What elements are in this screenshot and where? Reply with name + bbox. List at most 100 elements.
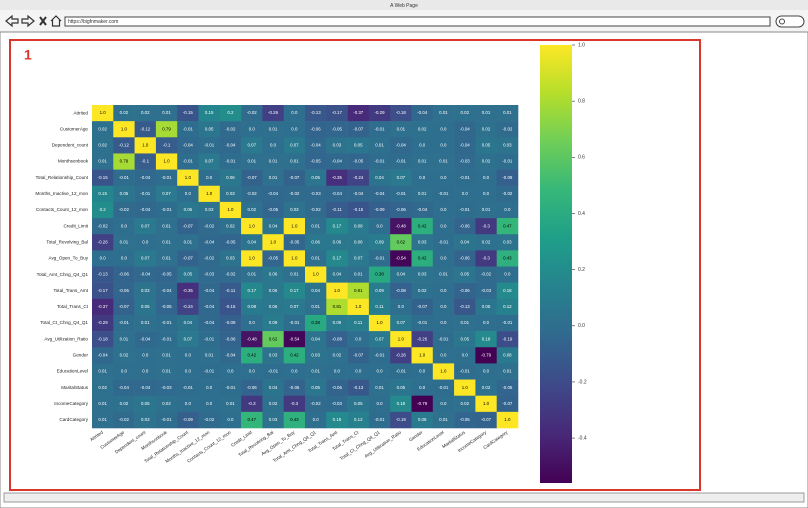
heatmap-cell — [326, 266, 348, 283]
heatmap-cell — [432, 201, 455, 219]
cell-label: -0.05 — [162, 304, 173, 309]
heatmap-cell — [262, 411, 284, 429]
cell-label: 0.06 — [269, 288, 278, 293]
forward-button[interactable] — [21, 14, 35, 28]
y-tick-label: Total_Ct_Chng_Q4_Q1 — [40, 320, 88, 325]
cell-label: 0.02 — [120, 401, 129, 406]
cell-label: -0.04 — [460, 143, 471, 148]
cell-label: -0.01 — [140, 191, 151, 196]
cell-label: -0.02 — [204, 256, 215, 261]
cell-label: -0.19 — [396, 417, 407, 422]
y-tick-label: EducationLevel — [57, 369, 88, 374]
heatmap-cell — [177, 379, 199, 396]
heatmap-cell — [305, 137, 327, 154]
cell-label: -0.15 — [225, 304, 236, 309]
cell-label: 0.12 — [503, 304, 512, 309]
heatmap-cell — [134, 363, 157, 380]
cell-label: 0.03 — [311, 352, 320, 357]
heatmap-cell — [155, 201, 178, 219]
cell-label: -0.04 — [204, 288, 215, 293]
cell-label: -0.1 — [141, 159, 149, 164]
cell-label: -0.01 — [502, 320, 513, 325]
cell-label: 0.0 — [185, 191, 192, 196]
cell-label: -0.01 — [438, 191, 449, 196]
back-button[interactable] — [5, 14, 19, 28]
cell-label: 1.0 — [483, 401, 490, 406]
search-box[interactable] — [775, 15, 805, 28]
cell-label: -0.07 — [183, 223, 194, 228]
heatmap-cell — [368, 331, 391, 348]
heatmap-cell — [155, 314, 178, 332]
heatmap-cell — [241, 250, 263, 267]
heatmap-cell — [113, 411, 135, 429]
horizontal-scrollbar[interactable] — [3, 492, 805, 503]
cell-label: 0.0 — [483, 175, 490, 180]
cell-label: 0.02 — [269, 401, 278, 406]
heatmap-cell — [326, 363, 348, 380]
cell-label: 0.0 — [504, 272, 511, 277]
heatmap-cell — [241, 363, 263, 380]
cell-label: -0.04 — [140, 385, 151, 390]
cell-label: 0.01 — [503, 110, 512, 115]
heatmap-cell — [368, 169, 391, 187]
cell-label: 0.02 — [98, 143, 107, 148]
cell-label: 0.0 — [121, 223, 128, 228]
cell-label: 0.02 — [482, 159, 491, 164]
heatmap-cell — [475, 331, 497, 348]
cell-label: -0.06 — [119, 272, 130, 277]
cell-label: 0.0 — [376, 401, 383, 406]
cell-label: 0.01 — [162, 110, 171, 115]
cell-label: 0.0 — [440, 126, 447, 131]
stop-button[interactable] — [39, 16, 47, 26]
cell-label: -0.04 — [311, 143, 322, 148]
cell-label: -0.13 — [311, 110, 322, 115]
heatmap-cell — [326, 347, 348, 364]
heatmap-cell — [283, 363, 306, 380]
cell-label: 0.05 — [460, 272, 469, 277]
y-tick-label: CustomerAge — [60, 126, 89, 131]
heatmap-cell — [390, 201, 412, 219]
cell-label: 0.0 — [121, 256, 128, 261]
cell-label: -0.35 — [332, 175, 343, 180]
cell-label: 0.01 — [162, 369, 171, 374]
cell-label: 0.18 — [503, 288, 512, 293]
heatmap-cell — [113, 137, 135, 154]
cell-label: 0.0 — [483, 369, 490, 374]
cell-label: -0.48 — [247, 336, 258, 341]
cell-label: 0.05 — [460, 336, 469, 341]
cell-label: -0.04 — [183, 143, 194, 148]
heatmap-cell — [219, 314, 242, 332]
cell-label: -0.01 — [396, 159, 407, 164]
heatmap-cell — [219, 347, 242, 364]
heatmap-cell — [219, 411, 242, 429]
cell-label: -0.01 — [162, 336, 173, 341]
cell-label: 0.43 — [503, 256, 512, 261]
cell-label: -0.06 — [396, 207, 407, 212]
heatmap-cell — [113, 153, 135, 170]
cell-label: 0.07 — [141, 256, 150, 261]
cell-label: 0.06 — [226, 175, 235, 180]
cell-label: -0.03 — [311, 191, 322, 196]
cell-label: 0.03 — [269, 352, 278, 357]
heatmap-cell — [283, 201, 306, 219]
heatmap-cell — [155, 137, 178, 154]
heatmap-cell — [390, 266, 412, 283]
cell-label: 0.02 — [226, 223, 235, 228]
highlight-box — [9, 39, 701, 491]
heatmap-cell — [134, 379, 157, 396]
address-bar[interactable] — [64, 16, 771, 27]
heatmap-cell — [198, 266, 221, 283]
heatmap-cell — [92, 363, 114, 380]
heatmap-cell — [454, 298, 476, 316]
heatmap-cell — [155, 250, 178, 267]
cell-label: 0.79 — [162, 126, 171, 131]
cell-label: -0.03 — [162, 385, 173, 390]
cell-label: -0.01 — [162, 417, 173, 422]
cell-label: 0.07 — [290, 304, 299, 309]
cell-label: 0.03 — [141, 288, 150, 293]
home-button[interactable] — [50, 15, 62, 27]
heatmap-cell — [305, 347, 327, 364]
heatmap-cell — [347, 379, 370, 396]
cell-label: 0.0 — [206, 385, 213, 390]
heatmap-cell — [347, 314, 370, 332]
